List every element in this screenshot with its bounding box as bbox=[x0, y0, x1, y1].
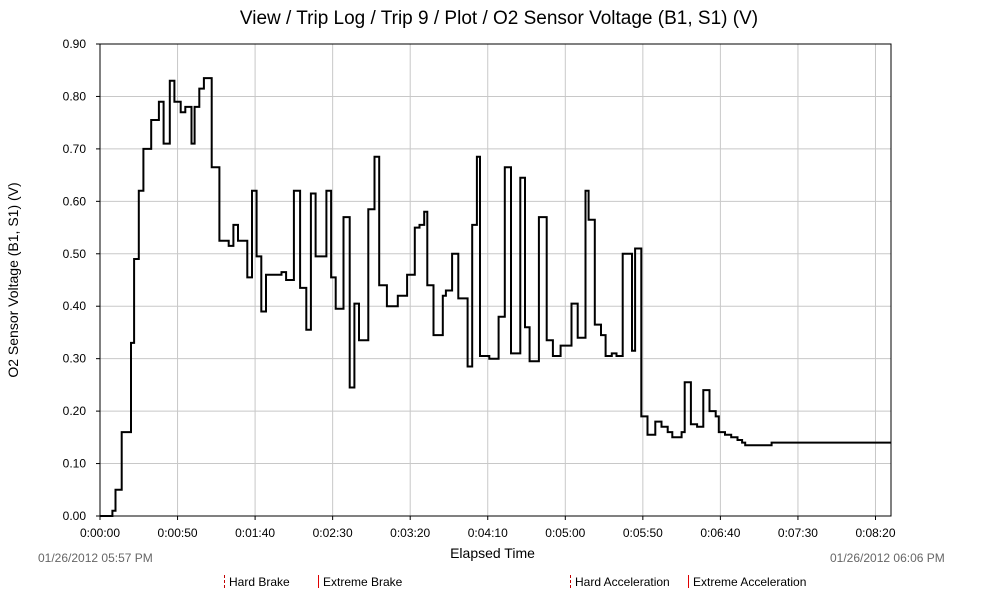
legend-extreme-acceleration: Extreme Acceleration bbox=[688, 575, 806, 589]
y-tick-label: 0.00 bbox=[63, 509, 87, 523]
y-tick-label: 0.90 bbox=[63, 37, 87, 51]
legend-hard-brake: Hard Brake bbox=[224, 575, 290, 589]
legend-extreme-acceleration-label: Extreme Acceleration bbox=[693, 575, 807, 589]
x-tick-label: 0:03:20 bbox=[390, 526, 430, 540]
series-line-0 bbox=[100, 77, 891, 517]
end-timestamp: 01/26/2012 06:06 PM bbox=[830, 551, 945, 565]
legend-extreme-brake: Extreme Brake bbox=[318, 575, 402, 589]
plot-frame bbox=[99, 43, 892, 517]
x-tick-label: 0:00:50 bbox=[158, 526, 198, 540]
x-tick-label: 0:02:30 bbox=[313, 526, 353, 540]
legend-hard-acceleration-label: Hard Acceleration bbox=[575, 575, 670, 589]
y-tick-label: 0.40 bbox=[63, 299, 87, 313]
x-tick-label: 0:05:50 bbox=[623, 526, 663, 540]
y-tick-label: 0.20 bbox=[63, 404, 87, 418]
y-tick-label: 0.60 bbox=[63, 194, 87, 208]
y-tick-label: 0.50 bbox=[63, 247, 87, 261]
x-tick-label: 0:05:00 bbox=[545, 526, 585, 540]
x-axis-label: Elapsed Time bbox=[450, 545, 535, 561]
extreme-brake-marker bbox=[318, 575, 319, 588]
y-tick-label: 0.70 bbox=[63, 142, 87, 156]
series-layer bbox=[100, 77, 891, 517]
legend-hard-acceleration: Hard Acceleration bbox=[570, 575, 670, 589]
y-axis-label: O2 Sensor Voltage (B1, S1) (V) bbox=[5, 182, 21, 377]
extreme-acceleration-marker bbox=[688, 575, 689, 588]
x-tick-label: 0:00:00 bbox=[80, 526, 120, 540]
y-tick-label: 0.80 bbox=[63, 89, 87, 103]
x-tick-label: 0:06:40 bbox=[700, 526, 740, 540]
y-tick-label: 0.10 bbox=[63, 457, 87, 471]
x-tick-label: 0:04:10 bbox=[468, 526, 508, 540]
hard-acceleration-marker bbox=[570, 575, 571, 588]
x-tick-label: 0:01:40 bbox=[235, 526, 275, 540]
legend-hard-brake-label: Hard Brake bbox=[229, 575, 290, 589]
x-tick-label: 0:08:20 bbox=[855, 526, 895, 540]
axis-ticks: 0.00 0.10 0.20 0.30 0.40 0.50 0.60 0.70 0.80 0.90… bbox=[63, 37, 896, 540]
chart-title: View / Trip Log / Trip 9 / Plot / O2 Sen… bbox=[239, 8, 759, 29]
legend-extreme-brake-label: Extreme Brake bbox=[323, 575, 403, 589]
start-timestamp: 01/26/2012 05:57 PM bbox=[38, 551, 153, 565]
x-tick-label: 0:07:30 bbox=[778, 526, 818, 540]
y-tick-label: 0.30 bbox=[63, 352, 87, 366]
hard-brake-marker bbox=[224, 575, 225, 588]
